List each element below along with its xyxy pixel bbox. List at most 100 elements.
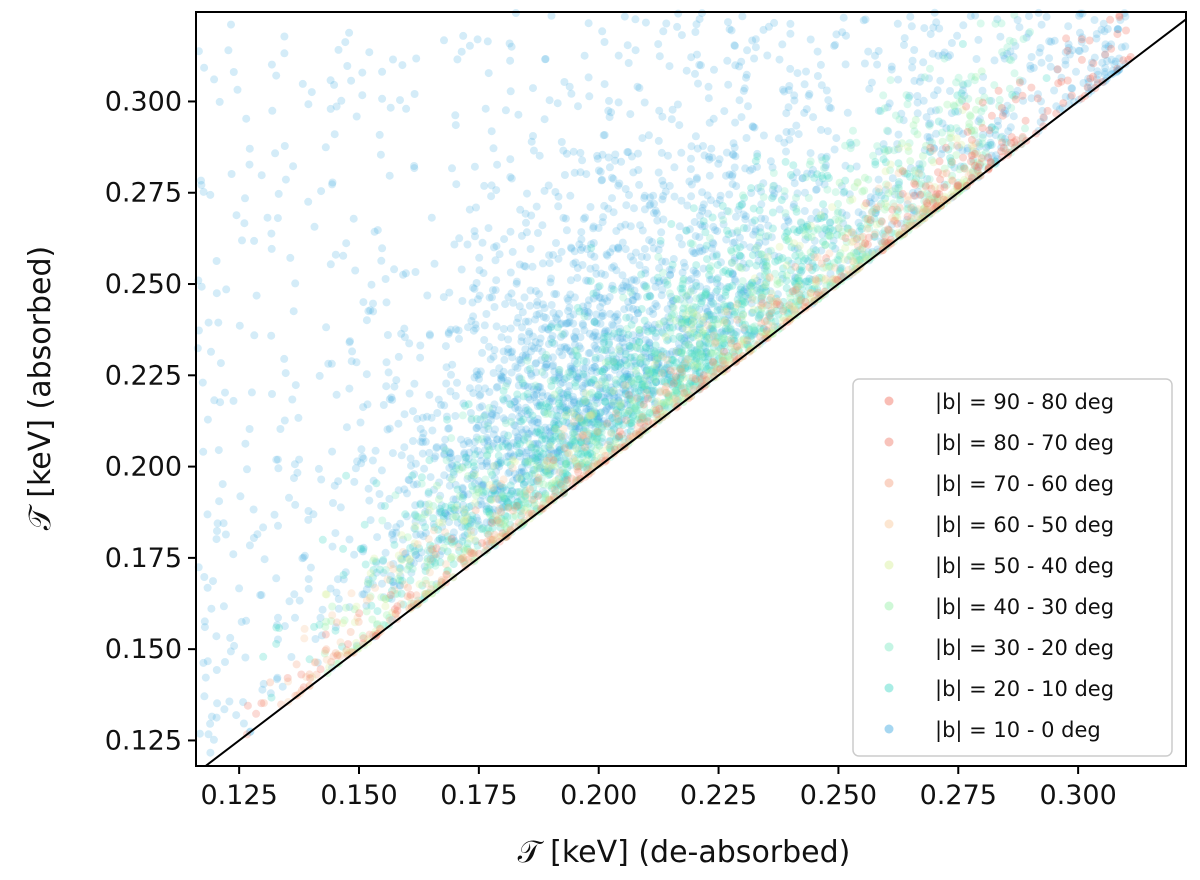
point-b-8 bbox=[486, 355, 495, 364]
point-b-3 bbox=[413, 540, 422, 549]
point-b-8 bbox=[510, 420, 518, 429]
point-b-8 bbox=[606, 441, 615, 450]
point-b-8 bbox=[259, 523, 268, 532]
point-b-8 bbox=[493, 479, 501, 488]
point-b-8 bbox=[698, 350, 707, 358]
point-b-3 bbox=[467, 526, 475, 535]
point-b-7 bbox=[569, 370, 578, 379]
point-b-8 bbox=[661, 278, 670, 287]
point-b-8 bbox=[572, 375, 581, 384]
point-b-7 bbox=[701, 288, 710, 296]
point-b-8 bbox=[424, 489, 433, 498]
point-b-7 bbox=[612, 406, 621, 415]
point-b-8 bbox=[775, 252, 783, 261]
point-b-8 bbox=[801, 188, 809, 197]
point-b-7 bbox=[792, 280, 801, 289]
point-b-7 bbox=[577, 418, 585, 426]
point-b-7 bbox=[754, 306, 763, 315]
point-b-8 bbox=[793, 244, 802, 253]
point-b-8 bbox=[909, 208, 918, 217]
point-b-8 bbox=[1068, 46, 1077, 55]
point-b-8 bbox=[442, 363, 451, 372]
point-b-8 bbox=[730, 238, 739, 247]
point-b-8 bbox=[420, 464, 429, 473]
point-b-8 bbox=[689, 286, 698, 295]
point-b-8 bbox=[218, 480, 227, 489]
point-b-7 bbox=[488, 515, 497, 524]
point-b-7 bbox=[694, 348, 703, 357]
point-b-8 bbox=[657, 291, 666, 300]
point-b-8 bbox=[847, 140, 856, 149]
point-b-7 bbox=[665, 360, 674, 369]
point-b-8 bbox=[621, 389, 630, 398]
point-b-8 bbox=[698, 222, 707, 231]
point-b-8 bbox=[809, 250, 818, 259]
point-b-4 bbox=[471, 499, 480, 507]
point-b-8 bbox=[615, 358, 624, 367]
point-b-8 bbox=[485, 388, 494, 396]
point-b-7 bbox=[663, 336, 672, 345]
point-b-8 bbox=[667, 299, 675, 308]
point-b-8 bbox=[482, 310, 491, 318]
point-b-8 bbox=[508, 487, 517, 496]
point-b-8 bbox=[874, 106, 883, 115]
point-b-8 bbox=[653, 359, 662, 368]
point-b-8 bbox=[655, 106, 664, 115]
point-b-8 bbox=[290, 590, 299, 599]
point-b-8 bbox=[518, 323, 526, 332]
point-b-8 bbox=[724, 80, 733, 89]
point-b-7 bbox=[659, 329, 668, 338]
point-b-8 bbox=[959, 129, 968, 138]
point-b-7 bbox=[804, 233, 812, 241]
point-b-8 bbox=[416, 499, 425, 508]
point-b-7 bbox=[611, 435, 620, 444]
point-b-8 bbox=[707, 361, 716, 370]
point-b-8 bbox=[525, 408, 534, 417]
point-b-8 bbox=[436, 491, 445, 500]
point-b-8 bbox=[831, 244, 840, 253]
point-b-8 bbox=[638, 134, 647, 143]
point-b-8 bbox=[1009, 52, 1018, 61]
point-b-8 bbox=[536, 383, 545, 392]
point-b-8 bbox=[551, 188, 560, 196]
point-b-7 bbox=[741, 320, 750, 329]
point-b-4 bbox=[465, 534, 474, 543]
point-b-8 bbox=[608, 401, 617, 410]
point-b-8 bbox=[730, 275, 739, 284]
point-b-8 bbox=[806, 35, 815, 44]
point-b-8 bbox=[1052, 102, 1061, 111]
point-b-7 bbox=[672, 389, 681, 398]
point-b-8 bbox=[605, 113, 614, 122]
point-b-8 bbox=[491, 480, 500, 489]
point-b-8 bbox=[382, 358, 391, 367]
point-b-8 bbox=[577, 444, 586, 453]
point-b-3 bbox=[711, 339, 719, 348]
point-b-8 bbox=[626, 283, 635, 292]
point-b-8 bbox=[751, 245, 760, 254]
point-b-8 bbox=[728, 270, 737, 279]
point-b-8 bbox=[614, 98, 623, 107]
point-b-8 bbox=[304, 515, 313, 524]
point-b-8 bbox=[437, 547, 446, 555]
point-b-8 bbox=[450, 240, 459, 249]
point-b-8 bbox=[656, 346, 665, 355]
point-b-8 bbox=[1090, 53, 1099, 62]
point-b-8 bbox=[670, 163, 679, 172]
point-b-8 bbox=[590, 432, 599, 441]
point-b-5 bbox=[697, 350, 706, 359]
point-b-8 bbox=[705, 152, 713, 161]
point-b-7 bbox=[569, 436, 578, 444]
point-b-8 bbox=[606, 383, 615, 392]
point-b-8 bbox=[400, 443, 409, 452]
point-b-7 bbox=[477, 525, 486, 534]
point-b-7 bbox=[499, 503, 508, 512]
point-b-8 bbox=[250, 331, 259, 340]
point-b-8 bbox=[330, 80, 339, 89]
point-b-8 bbox=[735, 233, 744, 242]
point-b-7 bbox=[664, 390, 673, 399]
point-b-8 bbox=[409, 542, 418, 551]
point-b-7 bbox=[986, 141, 995, 149]
point-b-8 bbox=[931, 106, 940, 115]
point-b-8 bbox=[690, 346, 699, 355]
point-b-3 bbox=[424, 535, 433, 544]
